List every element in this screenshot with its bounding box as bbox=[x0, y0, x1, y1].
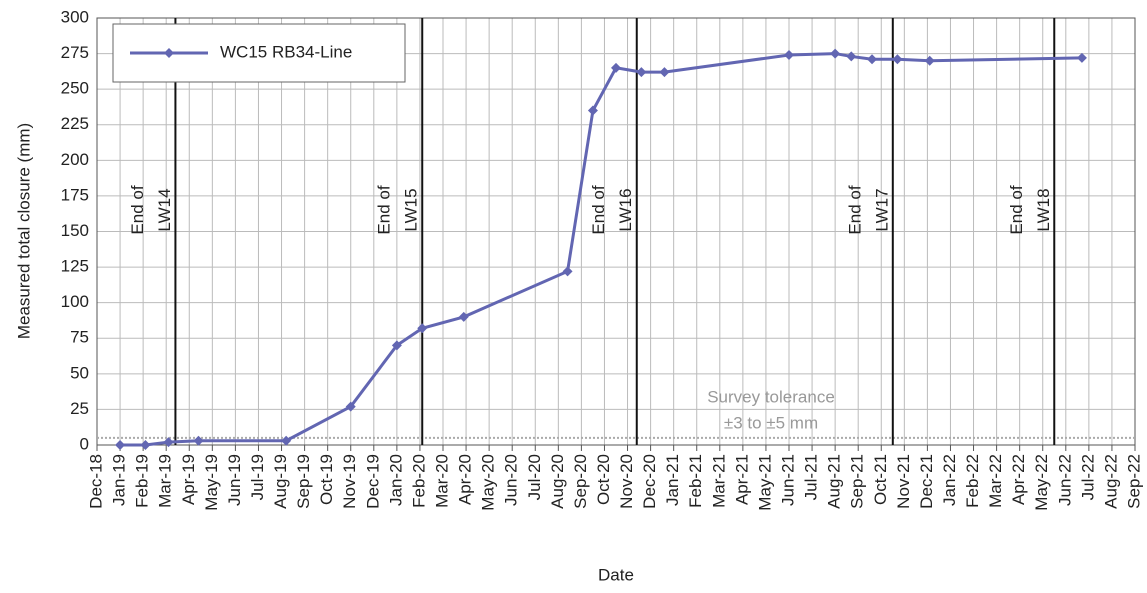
tolerance-label: Survey tolerance bbox=[707, 387, 835, 406]
x-tick-label: Sep-20 bbox=[571, 454, 590, 509]
x-tick-label: Jul-19 bbox=[248, 454, 267, 500]
data-point bbox=[115, 440, 126, 450]
tolerance-label: ±3 to ±5 mm bbox=[724, 413, 818, 432]
legend-label: WC15 RB34-Line bbox=[220, 42, 352, 61]
y-tick-label: 25 bbox=[70, 399, 89, 418]
y-tick-label: 125 bbox=[61, 257, 89, 276]
event-label: LW17 bbox=[872, 188, 891, 231]
x-tick-label: Feb-20 bbox=[409, 454, 428, 508]
data-point bbox=[281, 435, 292, 446]
y-tick-label: 225 bbox=[61, 114, 89, 133]
y-tick-label: 0 bbox=[80, 434, 89, 453]
x-tick-label: Aug-19 bbox=[271, 454, 290, 509]
x-tick-label: Nov-21 bbox=[894, 454, 913, 509]
event-label: LW18 bbox=[1034, 188, 1053, 231]
x-tick-label: Feb-19 bbox=[133, 454, 152, 508]
y-axis-title: Measured total closure (mm) bbox=[14, 123, 33, 339]
x-tick-label: Apr-20 bbox=[456, 454, 475, 505]
x-tick-label: Feb-21 bbox=[686, 454, 705, 508]
data-point bbox=[659, 67, 670, 78]
x-tick-label: Dec-20 bbox=[640, 454, 659, 509]
x-tick-label: Apr-21 bbox=[732, 454, 751, 505]
y-tick-label: 200 bbox=[61, 150, 89, 169]
x-tick-label: Mar-20 bbox=[432, 454, 451, 508]
x-tick-label: Sep-22 bbox=[1124, 454, 1143, 509]
x-tick-label: Feb-22 bbox=[963, 454, 982, 508]
x-tick-label: Dec-21 bbox=[917, 454, 936, 509]
event-label: End of bbox=[1007, 185, 1026, 234]
data-point bbox=[562, 266, 573, 277]
x-tick-label: May-19 bbox=[202, 454, 221, 511]
x-tick-label: Dec-18 bbox=[86, 454, 105, 509]
data-point bbox=[391, 340, 402, 351]
x-tick-label: Jun-21 bbox=[778, 454, 797, 506]
data-point bbox=[1076, 52, 1087, 63]
x-tick-label: May-20 bbox=[479, 454, 498, 511]
x-tick-label: Dec-19 bbox=[363, 454, 382, 509]
data-point bbox=[636, 67, 647, 78]
x-tick-label: Oct-19 bbox=[317, 454, 336, 505]
data-point bbox=[140, 440, 151, 450]
x-tick-label: Jul-21 bbox=[802, 454, 821, 500]
plot-border bbox=[96, 17, 1136, 446]
y-tick-label: 100 bbox=[61, 292, 89, 311]
event-label: End of bbox=[589, 185, 608, 234]
y-tick-label: 75 bbox=[70, 328, 89, 347]
x-tick-label: Oct-20 bbox=[594, 454, 613, 505]
x-tick-label: Jan-22 bbox=[940, 454, 959, 506]
x-tick-label: Oct-21 bbox=[871, 454, 890, 505]
x-tick-label: Jul-22 bbox=[1078, 454, 1097, 500]
y-tick-label: 300 bbox=[61, 7, 89, 26]
x-tick-label: Sep-19 bbox=[294, 454, 313, 509]
x-tick-label: Jan-21 bbox=[663, 454, 682, 506]
legend-marker bbox=[164, 48, 174, 58]
x-tick-label: Sep-21 bbox=[848, 454, 867, 509]
data-point bbox=[458, 311, 469, 322]
data-point bbox=[892, 54, 903, 65]
data-point bbox=[417, 323, 428, 334]
x-tick-label: Aug-20 bbox=[548, 454, 567, 509]
x-tick-label: Jul-20 bbox=[525, 454, 544, 500]
y-tick-label: 50 bbox=[70, 363, 89, 382]
data-point bbox=[867, 54, 878, 65]
x-tick-label: May-21 bbox=[755, 454, 774, 511]
x-tick-label: Jan-19 bbox=[110, 454, 129, 506]
x-tick-label: Nov-19 bbox=[340, 454, 359, 509]
event-label: End of bbox=[128, 185, 147, 234]
x-tick-label: Apr-22 bbox=[1009, 454, 1028, 505]
x-tick-label: Aug-21 bbox=[825, 454, 844, 509]
event-label: LW15 bbox=[402, 188, 421, 231]
x-tick-label: Jan-20 bbox=[386, 454, 405, 506]
data-point bbox=[611, 62, 621, 73]
data-point bbox=[830, 48, 841, 59]
data-point bbox=[193, 435, 204, 446]
x-tick-label: Mar-21 bbox=[709, 454, 728, 508]
x-tick-label: Jun-19 bbox=[225, 454, 244, 506]
data-point bbox=[163, 437, 174, 448]
y-tick-label: 250 bbox=[61, 79, 89, 98]
event-label: End of bbox=[845, 185, 864, 234]
y-tick-label: 150 bbox=[61, 221, 89, 240]
x-tick-label: Apr-19 bbox=[179, 454, 198, 505]
x-tick-label: Aug-22 bbox=[1101, 454, 1120, 509]
event-label: LW16 bbox=[616, 188, 635, 231]
data-point bbox=[784, 50, 794, 61]
x-tick-label: May-22 bbox=[1032, 454, 1051, 511]
x-axis-title: Date bbox=[598, 565, 634, 584]
data-point bbox=[846, 51, 857, 62]
data-point bbox=[345, 401, 356, 412]
x-tick-label: Mar-19 bbox=[156, 454, 175, 508]
y-tick-label: 175 bbox=[61, 185, 89, 204]
data-point bbox=[587, 105, 598, 116]
x-tick-label: Mar-22 bbox=[986, 454, 1005, 508]
data-line bbox=[120, 52, 1082, 447]
x-tick-label: Jun-22 bbox=[1055, 454, 1074, 506]
x-tick-label: Jun-20 bbox=[502, 454, 521, 506]
data-point bbox=[924, 55, 935, 66]
y-tick-label: 275 bbox=[61, 43, 89, 62]
x-tick-label: Nov-20 bbox=[617, 454, 636, 509]
event-label: End of bbox=[375, 185, 394, 234]
event-label: LW14 bbox=[155, 188, 174, 231]
